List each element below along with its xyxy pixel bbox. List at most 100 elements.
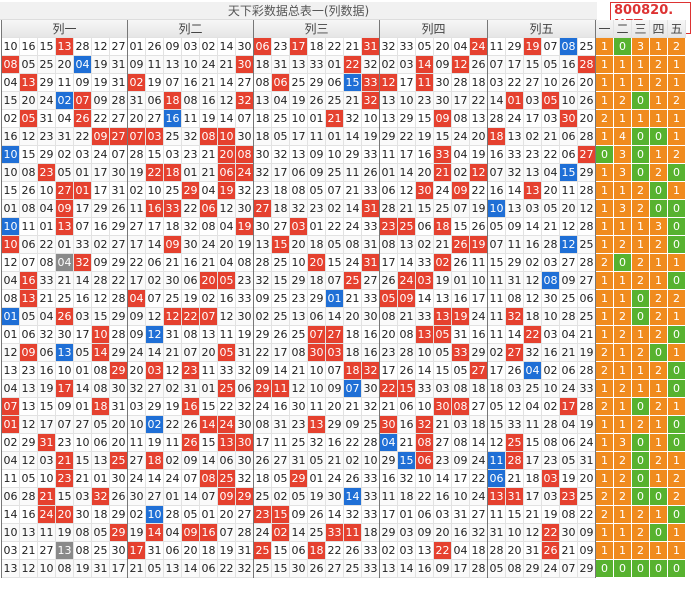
- count-cell: 2: [650, 308, 668, 326]
- number-cell: 31: [110, 398, 128, 416]
- count-cell: 0: [668, 362, 686, 380]
- number-cell: 21: [344, 38, 362, 56]
- number-cell: 03: [434, 380, 452, 398]
- number-cell: 27: [110, 110, 128, 128]
- number-cell: 29: [110, 344, 128, 362]
- number-cell: 28: [542, 236, 560, 254]
- count-cell: 1: [650, 272, 668, 290]
- number-cell: 10: [2, 218, 20, 236]
- number-cell: 06: [218, 452, 236, 470]
- number-cell: 21: [20, 542, 38, 560]
- number-cell: 04: [452, 146, 470, 164]
- number-cell: 16: [20, 272, 38, 290]
- number-cell: 23: [38, 164, 56, 182]
- number-cell: 04: [2, 380, 20, 398]
- number-cell: 27: [128, 218, 146, 236]
- number-cell: 14: [200, 416, 218, 434]
- number-cell: 08: [20, 200, 38, 218]
- number-cell: 03: [506, 380, 524, 398]
- number-cell: 19: [128, 164, 146, 182]
- group-header: 列五: [488, 20, 596, 38]
- number-cell: 15: [38, 398, 56, 416]
- number-cell: 27: [110, 236, 128, 254]
- number-cell: 21: [164, 344, 182, 362]
- count-cell: 2: [668, 92, 686, 110]
- number-cell: 02: [416, 236, 434, 254]
- number-cell: 17: [380, 362, 398, 380]
- count-cell: 2: [614, 488, 632, 506]
- number-cell: 22: [344, 56, 362, 74]
- count-cell: 1: [596, 92, 614, 110]
- count-cell: 1: [614, 506, 632, 524]
- number-cell: 30: [236, 416, 254, 434]
- number-cell: 06: [416, 452, 434, 470]
- number-cell: 27: [434, 434, 452, 452]
- number-cell: 29: [578, 164, 596, 182]
- number-cell: 18: [470, 542, 488, 560]
- number-cell: 01: [326, 128, 344, 146]
- number-cell: 17: [254, 434, 272, 452]
- number-cell: 23: [182, 146, 200, 164]
- number-cell: 12: [524, 272, 542, 290]
- number-cell: 21: [56, 272, 74, 290]
- number-cell: 12: [578, 200, 596, 218]
- number-cell: 07: [326, 272, 344, 290]
- number-cell: 17: [290, 128, 308, 146]
- number-cell: 08: [182, 92, 200, 110]
- number-cell: 10: [416, 344, 434, 362]
- number-cell: 06: [20, 326, 38, 344]
- number-cell: 26: [254, 452, 272, 470]
- number-cell: 08: [92, 380, 110, 398]
- number-cell: 19: [92, 56, 110, 74]
- number-cell: 30: [236, 308, 254, 326]
- number-cell: 18: [254, 110, 272, 128]
- count-cell: 0: [614, 560, 632, 578]
- number-cell: 31: [236, 542, 254, 560]
- count-cell: 0: [632, 146, 650, 164]
- number-cell: 08: [506, 290, 524, 308]
- number-cell: 33: [362, 218, 380, 236]
- number-cell: 13: [308, 416, 326, 434]
- number-cell: 22: [416, 488, 434, 506]
- number-cell: 16: [20, 38, 38, 56]
- count-cell: 0: [596, 560, 614, 578]
- number-cell: 32: [524, 344, 542, 362]
- number-cell: 28: [542, 416, 560, 434]
- number-cell: 07: [146, 290, 164, 308]
- number-cell: 13: [164, 56, 182, 74]
- number-cell: 01: [2, 326, 20, 344]
- number-cell: 06: [254, 38, 272, 56]
- number-cell: 25: [164, 182, 182, 200]
- number-cell: 05: [272, 128, 290, 146]
- number-cell: 22: [434, 542, 452, 560]
- number-cell: 28: [578, 56, 596, 74]
- number-cell: 14: [92, 344, 110, 362]
- number-cell: 17: [380, 254, 398, 272]
- number-cell: 11: [218, 326, 236, 344]
- number-cell: 08: [380, 236, 398, 254]
- number-cell: 31: [362, 38, 380, 56]
- number-cell: 20: [326, 398, 344, 416]
- number-cell: 20: [578, 470, 596, 488]
- number-cell: 26: [344, 542, 362, 560]
- number-cell: 10: [2, 164, 20, 182]
- number-cell: 19: [218, 542, 236, 560]
- number-cell: 13: [398, 236, 416, 254]
- number-cell: 16: [560, 56, 578, 74]
- number-cell: 12: [290, 380, 308, 398]
- number-cell: 29: [110, 218, 128, 236]
- number-cell: 11: [272, 380, 290, 398]
- number-cell: 14: [398, 164, 416, 182]
- number-cell: 21: [380, 398, 398, 416]
- number-cell: 27: [146, 488, 164, 506]
- number-cell: 33: [416, 380, 434, 398]
- number-cell: 17: [74, 326, 92, 344]
- number-cell: 11: [416, 74, 434, 92]
- number-cell: 28: [506, 452, 524, 470]
- number-cell: 13: [290, 146, 308, 164]
- count-cell: 4: [614, 128, 632, 146]
- group-header: 列一: [2, 20, 128, 38]
- count-cell: 1: [650, 542, 668, 560]
- number-cell: 08: [452, 110, 470, 128]
- number-cell: 14: [470, 434, 488, 452]
